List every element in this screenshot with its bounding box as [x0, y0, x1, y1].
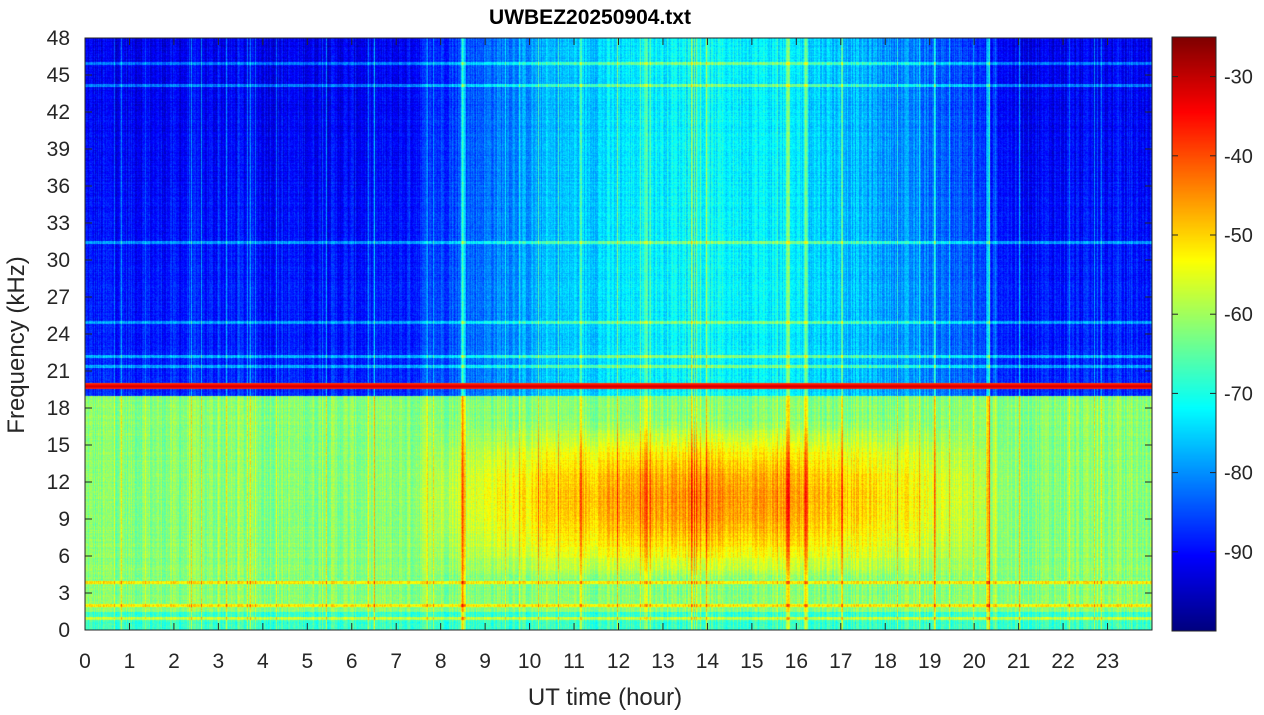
x-tick-label: 19 [918, 650, 941, 673]
y-tick-label: 18 [47, 397, 70, 420]
colorbar-tick-label: -50 [1224, 225, 1253, 247]
y-tick-label: 36 [47, 175, 70, 198]
colorbar-frame [1171, 36, 1217, 632]
y-tick-label: 21 [47, 360, 70, 383]
y-axis-label: Frequency (kHz) [3, 256, 30, 433]
x-axis-label: UT time (hour) [528, 684, 682, 711]
x-tick-label: 8 [435, 650, 447, 673]
y-tick-label: 12 [47, 471, 70, 494]
y-tick-label: 24 [47, 323, 71, 346]
colorbar-axis: -30 -40 -50 -60 -70 -80 -90 [1172, 67, 1253, 564]
spectrogram-plot-area [85, 38, 1152, 630]
x-tick-label: 13 [651, 650, 674, 673]
x-tick-label: 1 [124, 650, 136, 673]
colorbar-tick-label: -70 [1224, 383, 1253, 405]
x-tick-label: 12 [607, 650, 630, 673]
x-tick-label: 9 [479, 650, 491, 673]
x-tick-label: 6 [346, 650, 358, 673]
colorbar-tick-label: -40 [1224, 146, 1253, 168]
y-tick-label: 48 [47, 27, 70, 50]
colorbar-tick-label: -30 [1224, 67, 1253, 89]
y-tick-label: 15 [47, 434, 70, 457]
y-tick-label: 45 [47, 64, 70, 87]
x-tick-label: 2 [168, 650, 180, 673]
x-tick-label: 22 [1051, 650, 1074, 673]
colorbar-tick-label: -90 [1224, 542, 1253, 564]
x-tick-label: 16 [785, 650, 808, 673]
spectrogram-heatmap [85, 38, 1152, 630]
x-tick-label: 7 [390, 650, 402, 673]
y-tick-label: 27 [47, 286, 70, 309]
y-tick-label: 6 [58, 545, 70, 568]
x-tick-label: 15 [740, 650, 763, 673]
x-tick-label: 14 [696, 650, 720, 673]
x-tick-label: 3 [213, 650, 225, 673]
y-tick-label: 33 [47, 212, 70, 235]
x-tick-label: 5 [301, 650, 313, 673]
x-tick-label: 4 [257, 650, 269, 673]
x-tick-label: 20 [962, 650, 985, 673]
x-tick-label: 21 [1007, 650, 1030, 673]
y-tick-label: 30 [47, 249, 70, 272]
y-tick-label: 0 [58, 619, 70, 642]
colorbar-tick-label: -60 [1224, 304, 1253, 326]
chart-title: UWBEZ20250904.txt [489, 6, 691, 29]
y-tick-label: 42 [47, 101, 70, 124]
x-axis: 0 1 2 3 4 5 6 7 8 9 10 11 12 13 14 15 16 17 18 19 20 21 22 23 [79, 38, 1119, 673]
x-tick-label: 18 [874, 650, 897, 673]
x-tick-label: 10 [518, 650, 541, 673]
y-tick-label: 3 [58, 582, 70, 605]
x-tick-label: 11 [563, 650, 585, 673]
colorbar-tick-label: -80 [1224, 463, 1253, 485]
x-tick-label: 23 [1096, 650, 1119, 673]
y-tick-label: 39 [47, 138, 70, 161]
x-tick-label: 17 [829, 650, 852, 673]
colorbar [1172, 37, 1216, 631]
x-tick-label: 0 [79, 650, 91, 673]
y-tick-label: 9 [58, 508, 70, 531]
